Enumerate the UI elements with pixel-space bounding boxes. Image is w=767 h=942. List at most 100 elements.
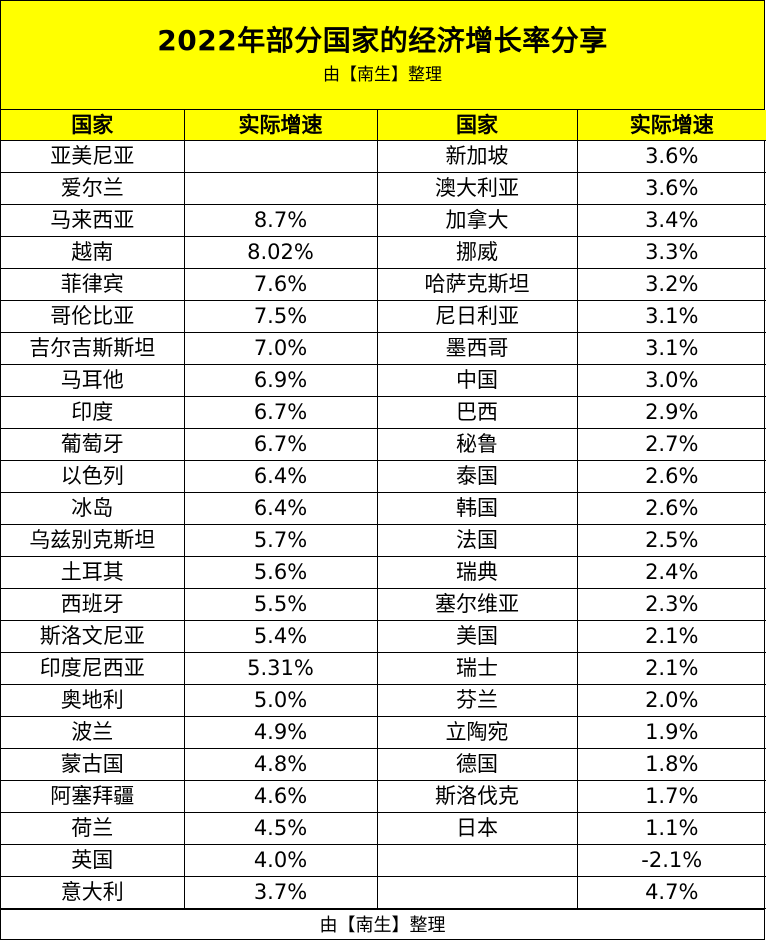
table-row: 阿塞拜疆 4.6% 斯洛伐克 1.7%	[1, 780, 766, 813]
cell-growth-right: 3.6%	[576, 172, 766, 205]
table-body: 亚美尼亚 新加坡 3.6% 爱尔兰 澳大利亚 3.6% 马来西亚 8.7% 加拿大 3.4% 越南 8…	[1, 140, 766, 909]
cell-country-right: 美国	[376, 620, 578, 653]
cell-growth-right: 3.0%	[576, 364, 766, 397]
cell-growth-right: 3.6%	[576, 140, 766, 173]
cell-country-right: 哈萨克斯坦	[376, 268, 578, 301]
cell-country-right: 尼日利亚	[376, 300, 578, 333]
cell-growth-left: 6.7%	[183, 428, 378, 461]
cell-country-left: 土耳其	[1, 556, 185, 589]
cell-growth-right: 2.7%	[576, 428, 766, 461]
cell-country-right: 中国	[376, 364, 578, 397]
table-row: 英国 4.0% -2.1%	[1, 844, 766, 877]
cell-country-right: 新加坡	[376, 140, 578, 173]
cell-growth-right: 1.1%	[576, 812, 766, 845]
cell-growth-left: 8.7%	[183, 204, 378, 237]
header-country-right: 国家	[376, 110, 578, 141]
table-row: 奥地利 5.0% 芬兰 2.0%	[1, 684, 766, 717]
cell-growth-right: 2.1%	[576, 652, 766, 685]
header-row: 国家 实际增速 国家 实际增速	[1, 110, 766, 141]
cell-country-left: 印度	[1, 396, 185, 429]
cell-growth-right: 2.6%	[576, 492, 766, 525]
cell-country-left: 波兰	[1, 716, 185, 749]
cell-country-left: 亚美尼亚	[1, 140, 185, 173]
cell-country-left: 蒙古国	[1, 748, 185, 781]
table-row: 西班牙 5.5% 塞尔维亚 2.3%	[1, 588, 766, 621]
cell-growth-left: 4.8%	[183, 748, 378, 781]
table-row: 越南 8.02% 挪威 3.3%	[1, 236, 766, 269]
cell-growth-left: 4.9%	[183, 716, 378, 749]
cell-growth-left: 6.9%	[183, 364, 378, 397]
header-growth-left: 实际增速	[183, 110, 378, 141]
table-row: 菲律宾 7.6% 哈萨克斯坦 3.2%	[1, 268, 766, 301]
cell-country-left: 越南	[1, 236, 185, 269]
cell-country-right: 泰国	[376, 460, 578, 493]
cell-growth-left: 4.5%	[183, 812, 378, 845]
cell-growth-right: 3.4%	[576, 204, 766, 237]
cell-country-left: 印度尼西亚	[1, 652, 185, 685]
cell-country-right: 巴西	[376, 396, 578, 429]
cell-country-left: 马来西亚	[1, 204, 185, 237]
cell-country-left: 菲律宾	[1, 268, 185, 301]
footer-credit: 由【南生】整理	[1, 909, 764, 940]
cell-growth-left: 5.7%	[183, 524, 378, 557]
table-row: 印度尼西亚 5.31% 瑞士 2.1%	[1, 652, 766, 685]
table-row: 马来西亚 8.7% 加拿大 3.4%	[1, 204, 766, 237]
cell-country-right: 澳大利亚	[376, 172, 578, 205]
cell-country-left: 英国	[1, 844, 185, 877]
table-row: 意大利 3.7% 4.7%	[1, 876, 766, 909]
cell-growth-left: 4.6%	[183, 780, 378, 813]
cell-country-left: 马耳他	[1, 364, 185, 397]
cell-country-right: 挪威	[376, 236, 578, 269]
cell-growth-right: 3.1%	[576, 300, 766, 333]
cell-growth-right: 2.6%	[576, 460, 766, 493]
cell-country-left: 冰岛	[1, 492, 185, 525]
header-growth-right: 实际增速	[576, 110, 766, 141]
table-row: 印度 6.7% 巴西 2.9%	[1, 396, 766, 429]
page-subtitle: 由【南生】整理	[323, 65, 442, 85]
cell-country-right: 瑞典	[376, 556, 578, 589]
cell-country-left: 爱尔兰	[1, 172, 185, 205]
cell-growth-left: 7.0%	[183, 332, 378, 365]
cell-country-right: 秘鲁	[376, 428, 578, 461]
cell-growth-left: 5.4%	[183, 620, 378, 653]
cell-country-left: 奥地利	[1, 684, 185, 717]
cell-country-right: 法国	[376, 524, 578, 557]
cell-country-right: 芬兰	[376, 684, 578, 717]
cell-growth-left: 7.5%	[183, 300, 378, 333]
cell-growth-left	[183, 140, 378, 173]
table-row: 荷兰 4.5% 日本 1.1%	[1, 812, 766, 845]
cell-growth-left: 6.7%	[183, 396, 378, 429]
cell-country-right	[376, 876, 578, 909]
table-row: 乌兹别克斯坦 5.7% 法国 2.5%	[1, 524, 766, 557]
cell-country-right: 德国	[376, 748, 578, 781]
cell-growth-right: 2.0%	[576, 684, 766, 717]
cell-growth-left: 5.5%	[183, 588, 378, 621]
cell-growth-left: 8.02%	[183, 236, 378, 269]
table-row: 土耳其 5.6% 瑞典 2.4%	[1, 556, 766, 589]
cell-growth-left: 6.4%	[183, 492, 378, 525]
cell-growth-right: 2.4%	[576, 556, 766, 589]
cell-country-left: 以色列	[1, 460, 185, 493]
cell-growth-right: -2.1%	[576, 844, 766, 877]
cell-country-right: 斯洛伐克	[376, 780, 578, 813]
cell-growth-right: 2.3%	[576, 588, 766, 621]
cell-country-right: 塞尔维亚	[376, 588, 578, 621]
cell-growth-right: 1.9%	[576, 716, 766, 749]
table-row: 马耳他 6.9% 中国 3.0%	[1, 364, 766, 397]
cell-growth-left: 3.7%	[183, 876, 378, 909]
table-row: 亚美尼亚 新加坡 3.6%	[1, 140, 766, 173]
cell-country-left: 荷兰	[1, 812, 185, 845]
cell-growth-right: 3.3%	[576, 236, 766, 269]
table-row: 波兰 4.9% 立陶宛 1.9%	[1, 716, 766, 749]
cell-growth-left: 5.31%	[183, 652, 378, 685]
title-block: 2022年部分国家的经济增长率分享 由【南生】整理	[1, 1, 764, 110]
cell-growth-right: 1.7%	[576, 780, 766, 813]
growth-table: 国家 实际增速 国家 实际增速 亚美尼亚 新加坡 3.6% 爱尔兰 澳大利亚 3.6% 马来…	[1, 110, 766, 909]
table-row: 葡萄牙 6.7% 秘鲁 2.7%	[1, 428, 766, 461]
cell-growth-right: 3.1%	[576, 332, 766, 365]
cell-country-right: 瑞士	[376, 652, 578, 685]
cell-country-left: 斯洛文尼亚	[1, 620, 185, 653]
cell-growth-right: 2.1%	[576, 620, 766, 653]
cell-country-left: 西班牙	[1, 588, 185, 621]
